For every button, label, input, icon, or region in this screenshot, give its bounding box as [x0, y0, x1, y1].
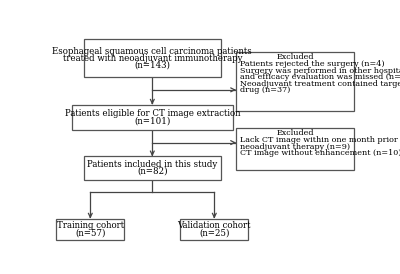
Text: (n=57): (n=57) [75, 228, 106, 237]
Text: Excluded: Excluded [276, 53, 314, 61]
Bar [84, 156, 220, 179]
Bar [236, 128, 354, 170]
Bar [180, 219, 248, 240]
Bar [72, 105, 233, 130]
Bar [84, 39, 220, 77]
Text: Validation cohort: Validation cohort [178, 221, 251, 230]
Text: drug (n=37): drug (n=37) [240, 86, 290, 94]
Text: Excluded: Excluded [276, 129, 314, 137]
Text: Neoadjuvant treatment contained targeted: Neoadjuvant treatment contained targeted [240, 80, 400, 88]
Text: (n=143): (n=143) [134, 61, 170, 70]
Text: and efficacy evaluation was missed (n=1): and efficacy evaluation was missed (n=1) [240, 73, 400, 81]
Text: (n=82): (n=82) [137, 167, 168, 176]
Text: (n=25): (n=25) [199, 228, 230, 237]
Text: treated with neoadjuvant immunotherapy: treated with neoadjuvant immunotherapy [62, 54, 242, 63]
Bar [236, 52, 354, 111]
Text: Patients included in this study: Patients included in this study [87, 160, 218, 169]
Text: Lack CT image within one month prior to: Lack CT image within one month prior to [240, 136, 400, 144]
Text: CT image without enhancement (n=10): CT image without enhancement (n=10) [240, 149, 400, 157]
Text: Esophageal squamous cell carcinoma patients: Esophageal squamous cell carcinoma patie… [52, 47, 252, 56]
Text: Surgery was performed in other hospital: Surgery was performed in other hospital [240, 67, 400, 75]
Text: neoadjuvant therapy (n=9): neoadjuvant therapy (n=9) [240, 142, 350, 151]
Text: Training cohort: Training cohort [57, 221, 124, 230]
Text: Patients eligible for CT image extraction: Patients eligible for CT image extractio… [64, 109, 240, 118]
Text: (n=101): (n=101) [134, 116, 170, 125]
Bar [56, 219, 124, 240]
Text: Patients rejected the surgery (n=4): Patients rejected the surgery (n=4) [240, 60, 384, 68]
